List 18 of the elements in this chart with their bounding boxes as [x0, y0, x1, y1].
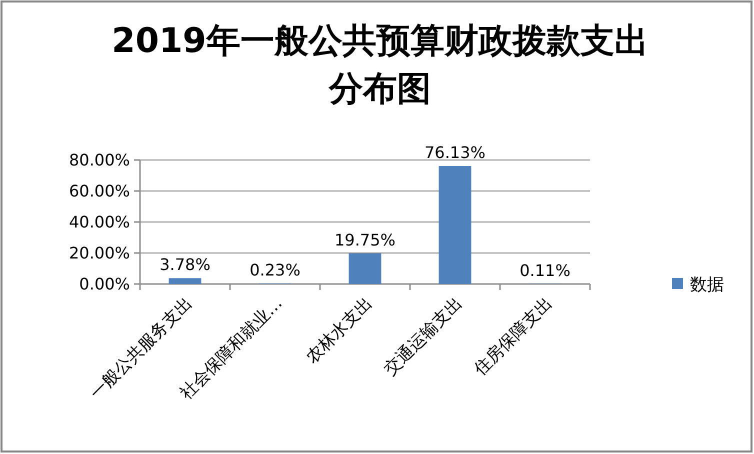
- y-tick-label: 40.00%: [68, 212, 130, 232]
- legend-label: 数据: [690, 274, 724, 295]
- x-tick-label: 交通运输支出: [380, 293, 467, 380]
- data-label: 3.78%: [160, 255, 210, 274]
- data-label: 76.13%: [424, 143, 486, 162]
- data-label: 19.75%: [334, 230, 396, 250]
- y-tick-label: 20.00%: [68, 244, 130, 263]
- bar: [348, 253, 382, 284]
- bar: [438, 166, 472, 284]
- y-tick-label: 80.00%: [68, 150, 130, 170]
- chart-title: 2019年一般公共预算财政拨款支出分布图: [112, 21, 648, 109]
- x-tick-label: 农林水支出: [302, 293, 377, 368]
- y-tick-label: 0.00%: [79, 274, 130, 294]
- x-tick-label: 住房保障支出: [470, 293, 557, 380]
- y-tick-label: 60.00%: [68, 182, 130, 201]
- bar: [168, 278, 202, 284]
- data-label: 0.23%: [250, 260, 300, 280]
- data-label: 0.11%: [520, 260, 570, 280]
